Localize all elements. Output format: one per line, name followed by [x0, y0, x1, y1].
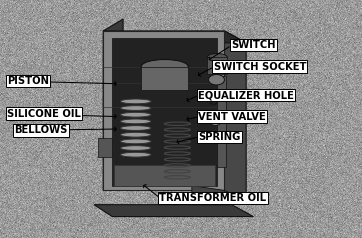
- Ellipse shape: [120, 119, 151, 124]
- Bar: [217, 76, 226, 167]
- Text: VENT VALVE: VENT VALVE: [198, 112, 266, 122]
- Ellipse shape: [120, 126, 151, 130]
- Ellipse shape: [207, 54, 227, 61]
- Bar: [112, 38, 217, 186]
- Circle shape: [209, 74, 224, 85]
- Text: SWITCH: SWITCH: [231, 40, 275, 50]
- Ellipse shape: [120, 139, 151, 144]
- Bar: [98, 138, 112, 157]
- Bar: [141, 67, 188, 90]
- Polygon shape: [192, 186, 224, 205]
- Bar: [207, 57, 227, 74]
- Text: SILICONE OIL: SILICONE OIL: [7, 109, 81, 119]
- Circle shape: [210, 118, 221, 125]
- Bar: [114, 165, 215, 186]
- Text: SWITCH SOCKET: SWITCH SOCKET: [214, 62, 306, 72]
- Ellipse shape: [120, 146, 151, 150]
- Text: EQUALIZER HOLE: EQUALIZER HOLE: [198, 90, 294, 100]
- Ellipse shape: [120, 99, 151, 104]
- Ellipse shape: [120, 106, 151, 110]
- Ellipse shape: [120, 152, 151, 157]
- Bar: [103, 31, 224, 190]
- Polygon shape: [103, 19, 123, 190]
- Circle shape: [210, 99, 217, 104]
- Text: PISTON: PISTON: [7, 76, 49, 86]
- Text: BELLOWS: BELLOWS: [14, 125, 68, 135]
- Text: TRANSFORMER OIL: TRANSFORMER OIL: [159, 193, 266, 203]
- Ellipse shape: [120, 132, 151, 137]
- Ellipse shape: [141, 60, 188, 74]
- Polygon shape: [94, 205, 253, 217]
- Polygon shape: [103, 31, 246, 43]
- Text: SPRING: SPRING: [198, 132, 241, 142]
- Ellipse shape: [120, 112, 151, 117]
- Polygon shape: [224, 31, 246, 202]
